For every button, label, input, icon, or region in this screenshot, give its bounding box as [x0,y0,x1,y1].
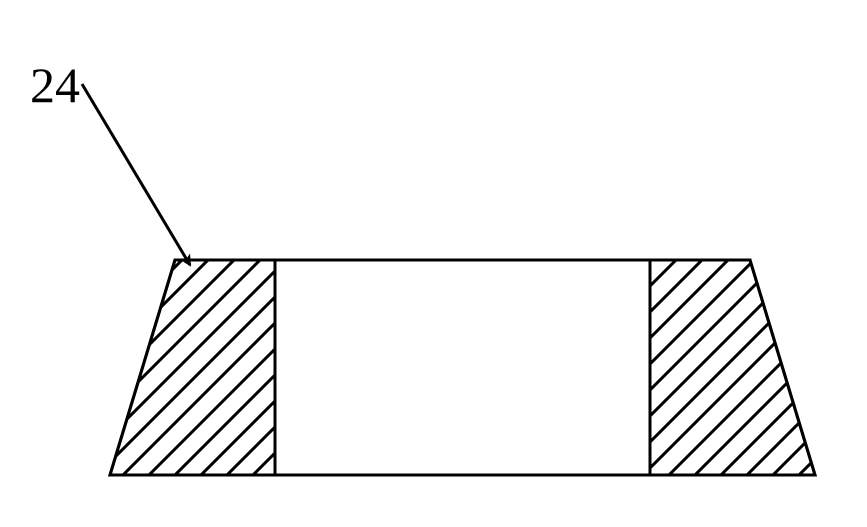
cross-section-diagram [0,0,867,527]
left-hatched-wall [110,260,275,475]
inner-cavity-outline [275,260,650,475]
right-hatched-wall [650,260,815,475]
label-leader-line [82,84,190,265]
part-label-24: 24 [30,60,80,110]
